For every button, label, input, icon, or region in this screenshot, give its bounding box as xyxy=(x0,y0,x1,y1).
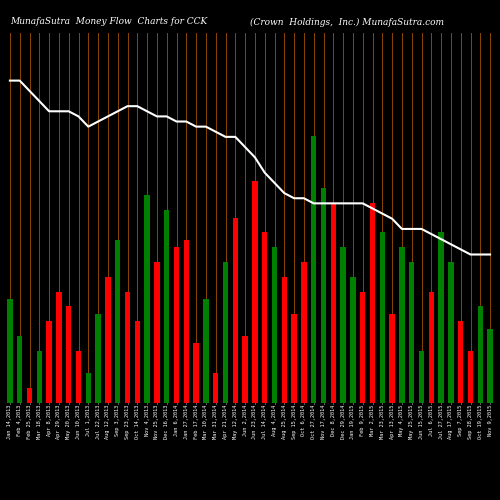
Bar xyxy=(184,240,189,402)
Bar xyxy=(27,388,32,402)
Bar xyxy=(76,350,81,403)
Bar xyxy=(428,292,434,403)
Bar xyxy=(360,292,366,403)
Bar xyxy=(203,299,208,403)
Bar xyxy=(154,262,160,402)
Bar xyxy=(213,373,218,402)
Bar xyxy=(448,262,454,402)
Text: (Crown  Holdings,  Inc.) MunafaSutra.com: (Crown Holdings, Inc.) MunafaSutra.com xyxy=(250,18,444,26)
Bar xyxy=(301,262,306,402)
Bar xyxy=(174,247,179,402)
Bar xyxy=(321,188,326,402)
Bar xyxy=(282,276,287,402)
Bar xyxy=(86,373,91,402)
Bar xyxy=(36,350,42,403)
Bar xyxy=(390,314,395,402)
Bar xyxy=(105,276,110,402)
Bar xyxy=(350,276,356,402)
Bar xyxy=(311,136,316,402)
Bar xyxy=(66,306,71,402)
Text: MunafaSutra  Money Flow  Charts for CCK: MunafaSutra Money Flow Charts for CCK xyxy=(10,18,207,26)
Bar xyxy=(488,328,493,402)
Bar xyxy=(458,321,464,402)
Bar xyxy=(438,232,444,402)
Bar xyxy=(478,306,483,402)
Bar xyxy=(340,247,346,402)
Bar xyxy=(56,292,62,403)
Bar xyxy=(330,202,336,402)
Bar xyxy=(46,321,52,402)
Bar xyxy=(194,344,199,402)
Bar xyxy=(144,196,150,402)
Bar xyxy=(164,210,170,402)
Bar xyxy=(419,350,424,403)
Bar xyxy=(252,180,258,402)
Bar xyxy=(272,247,277,402)
Bar xyxy=(409,262,414,402)
Bar xyxy=(125,292,130,403)
Bar xyxy=(242,336,248,402)
Bar xyxy=(292,314,297,402)
Bar xyxy=(468,350,473,403)
Bar xyxy=(134,321,140,402)
Bar xyxy=(17,336,22,402)
Bar xyxy=(370,202,375,402)
Bar xyxy=(262,232,268,402)
Bar xyxy=(7,299,12,403)
Bar xyxy=(232,218,238,402)
Bar xyxy=(115,240,120,402)
Bar xyxy=(380,232,385,402)
Bar xyxy=(399,247,404,402)
Bar xyxy=(96,314,101,402)
Bar xyxy=(223,262,228,402)
